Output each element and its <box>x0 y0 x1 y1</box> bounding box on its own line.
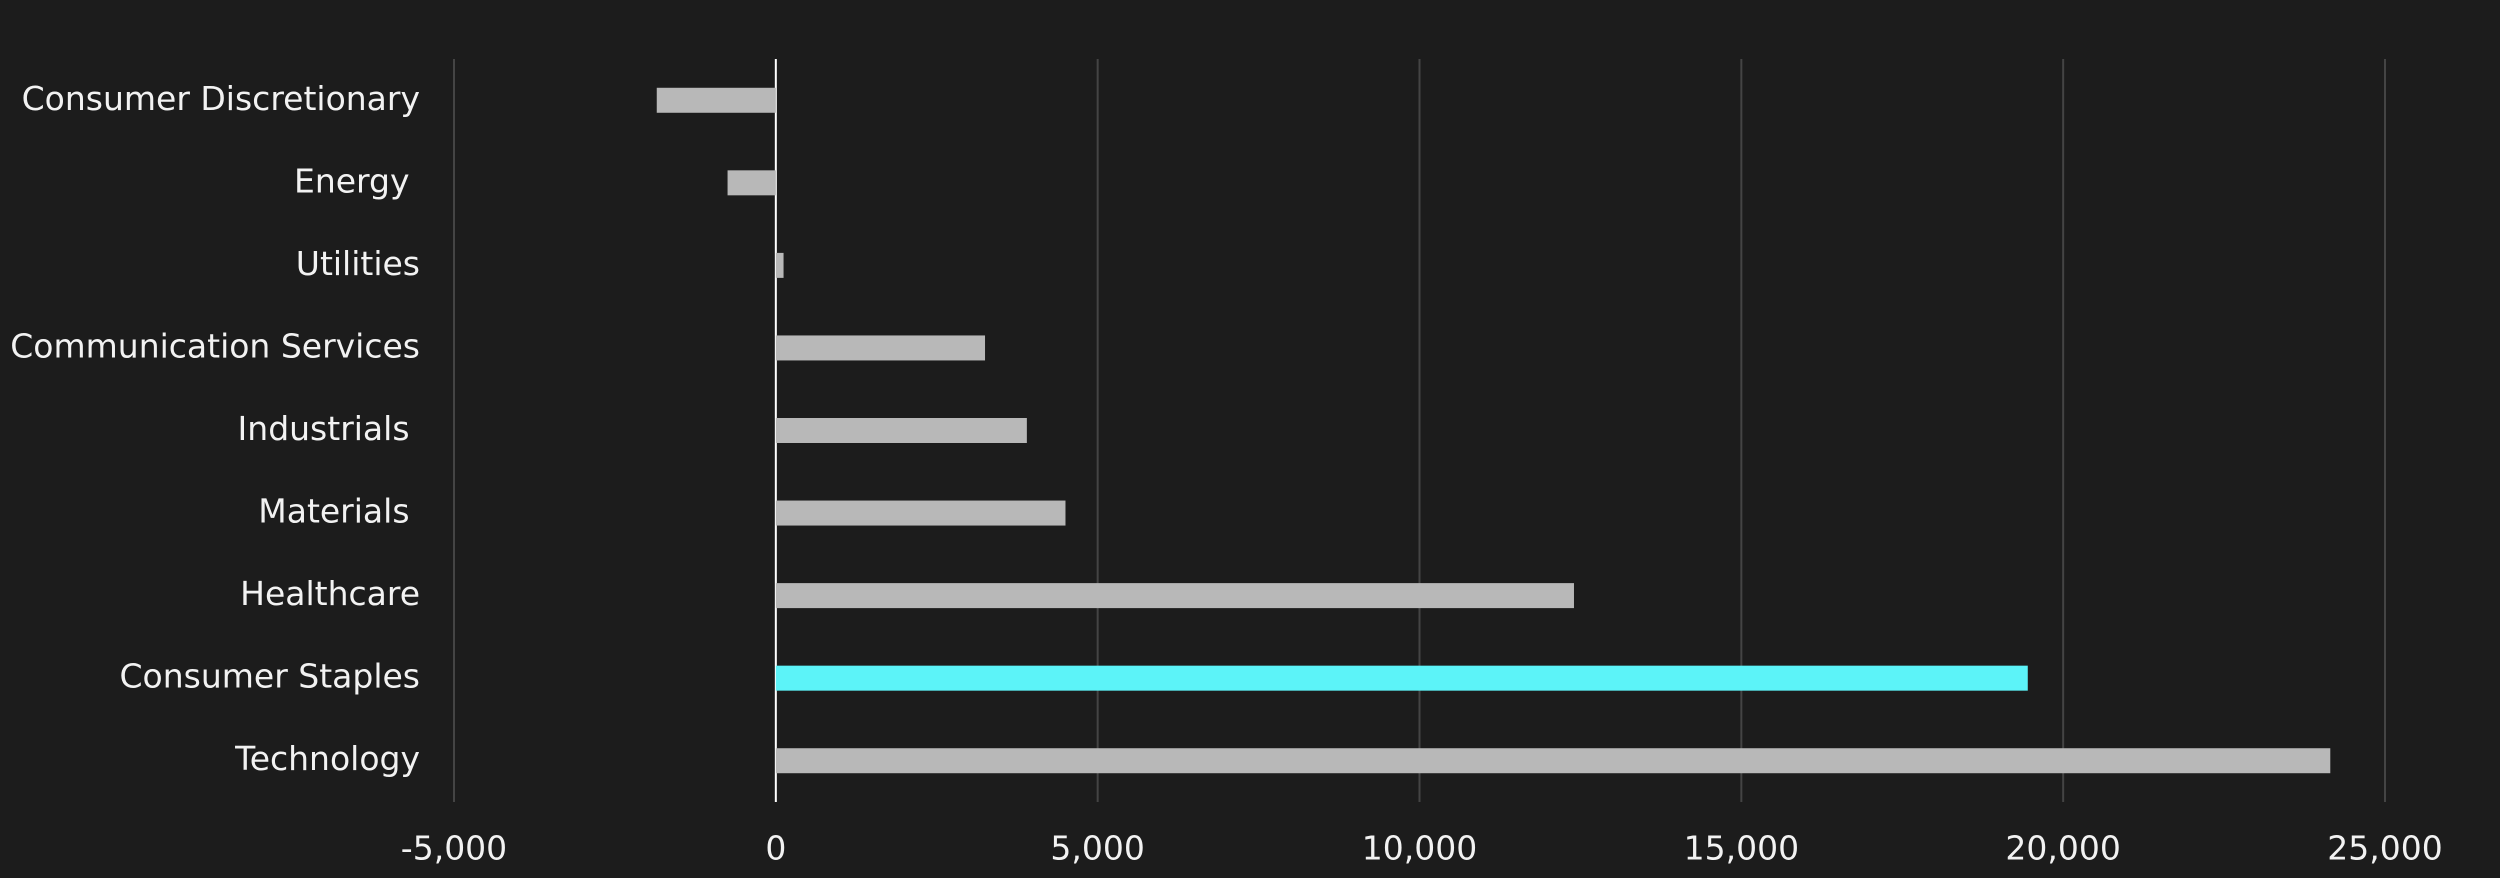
bar <box>775 748 2331 774</box>
bar <box>775 665 2028 691</box>
x-tick-label: -5,000 <box>401 829 507 868</box>
x-tick-label: 10,000 <box>1362 829 1477 868</box>
x-tick-label: 25,000 <box>2327 829 2442 868</box>
bar <box>775 583 1574 609</box>
x-tick-label: 5,000 <box>1050 829 1144 868</box>
x-tick-label: 0 <box>765 829 786 868</box>
y-tick-label: Materials <box>258 492 420 531</box>
x-tick-label: 20,000 <box>2005 829 2120 868</box>
y-tick-label: Industrials <box>238 409 420 448</box>
y-tick-label: Technology <box>234 739 420 778</box>
bar <box>656 87 776 113</box>
y-tick-label: Energy <box>294 161 420 200</box>
y-tick-label: Communication Services <box>10 326 420 365</box>
y-tick-label: Consumer Discretionary <box>22 79 420 118</box>
y-tick-label: Utilities <box>296 244 420 283</box>
x-tick-label: 15,000 <box>1684 829 1799 868</box>
y-tick-label: Healthcare <box>240 574 420 613</box>
y-tick-label: Consumer Staples <box>120 657 420 696</box>
bar <box>775 418 1027 443</box>
bar <box>727 170 776 196</box>
bar <box>775 500 1066 526</box>
bar <box>775 335 986 361</box>
bar <box>775 252 784 278</box>
